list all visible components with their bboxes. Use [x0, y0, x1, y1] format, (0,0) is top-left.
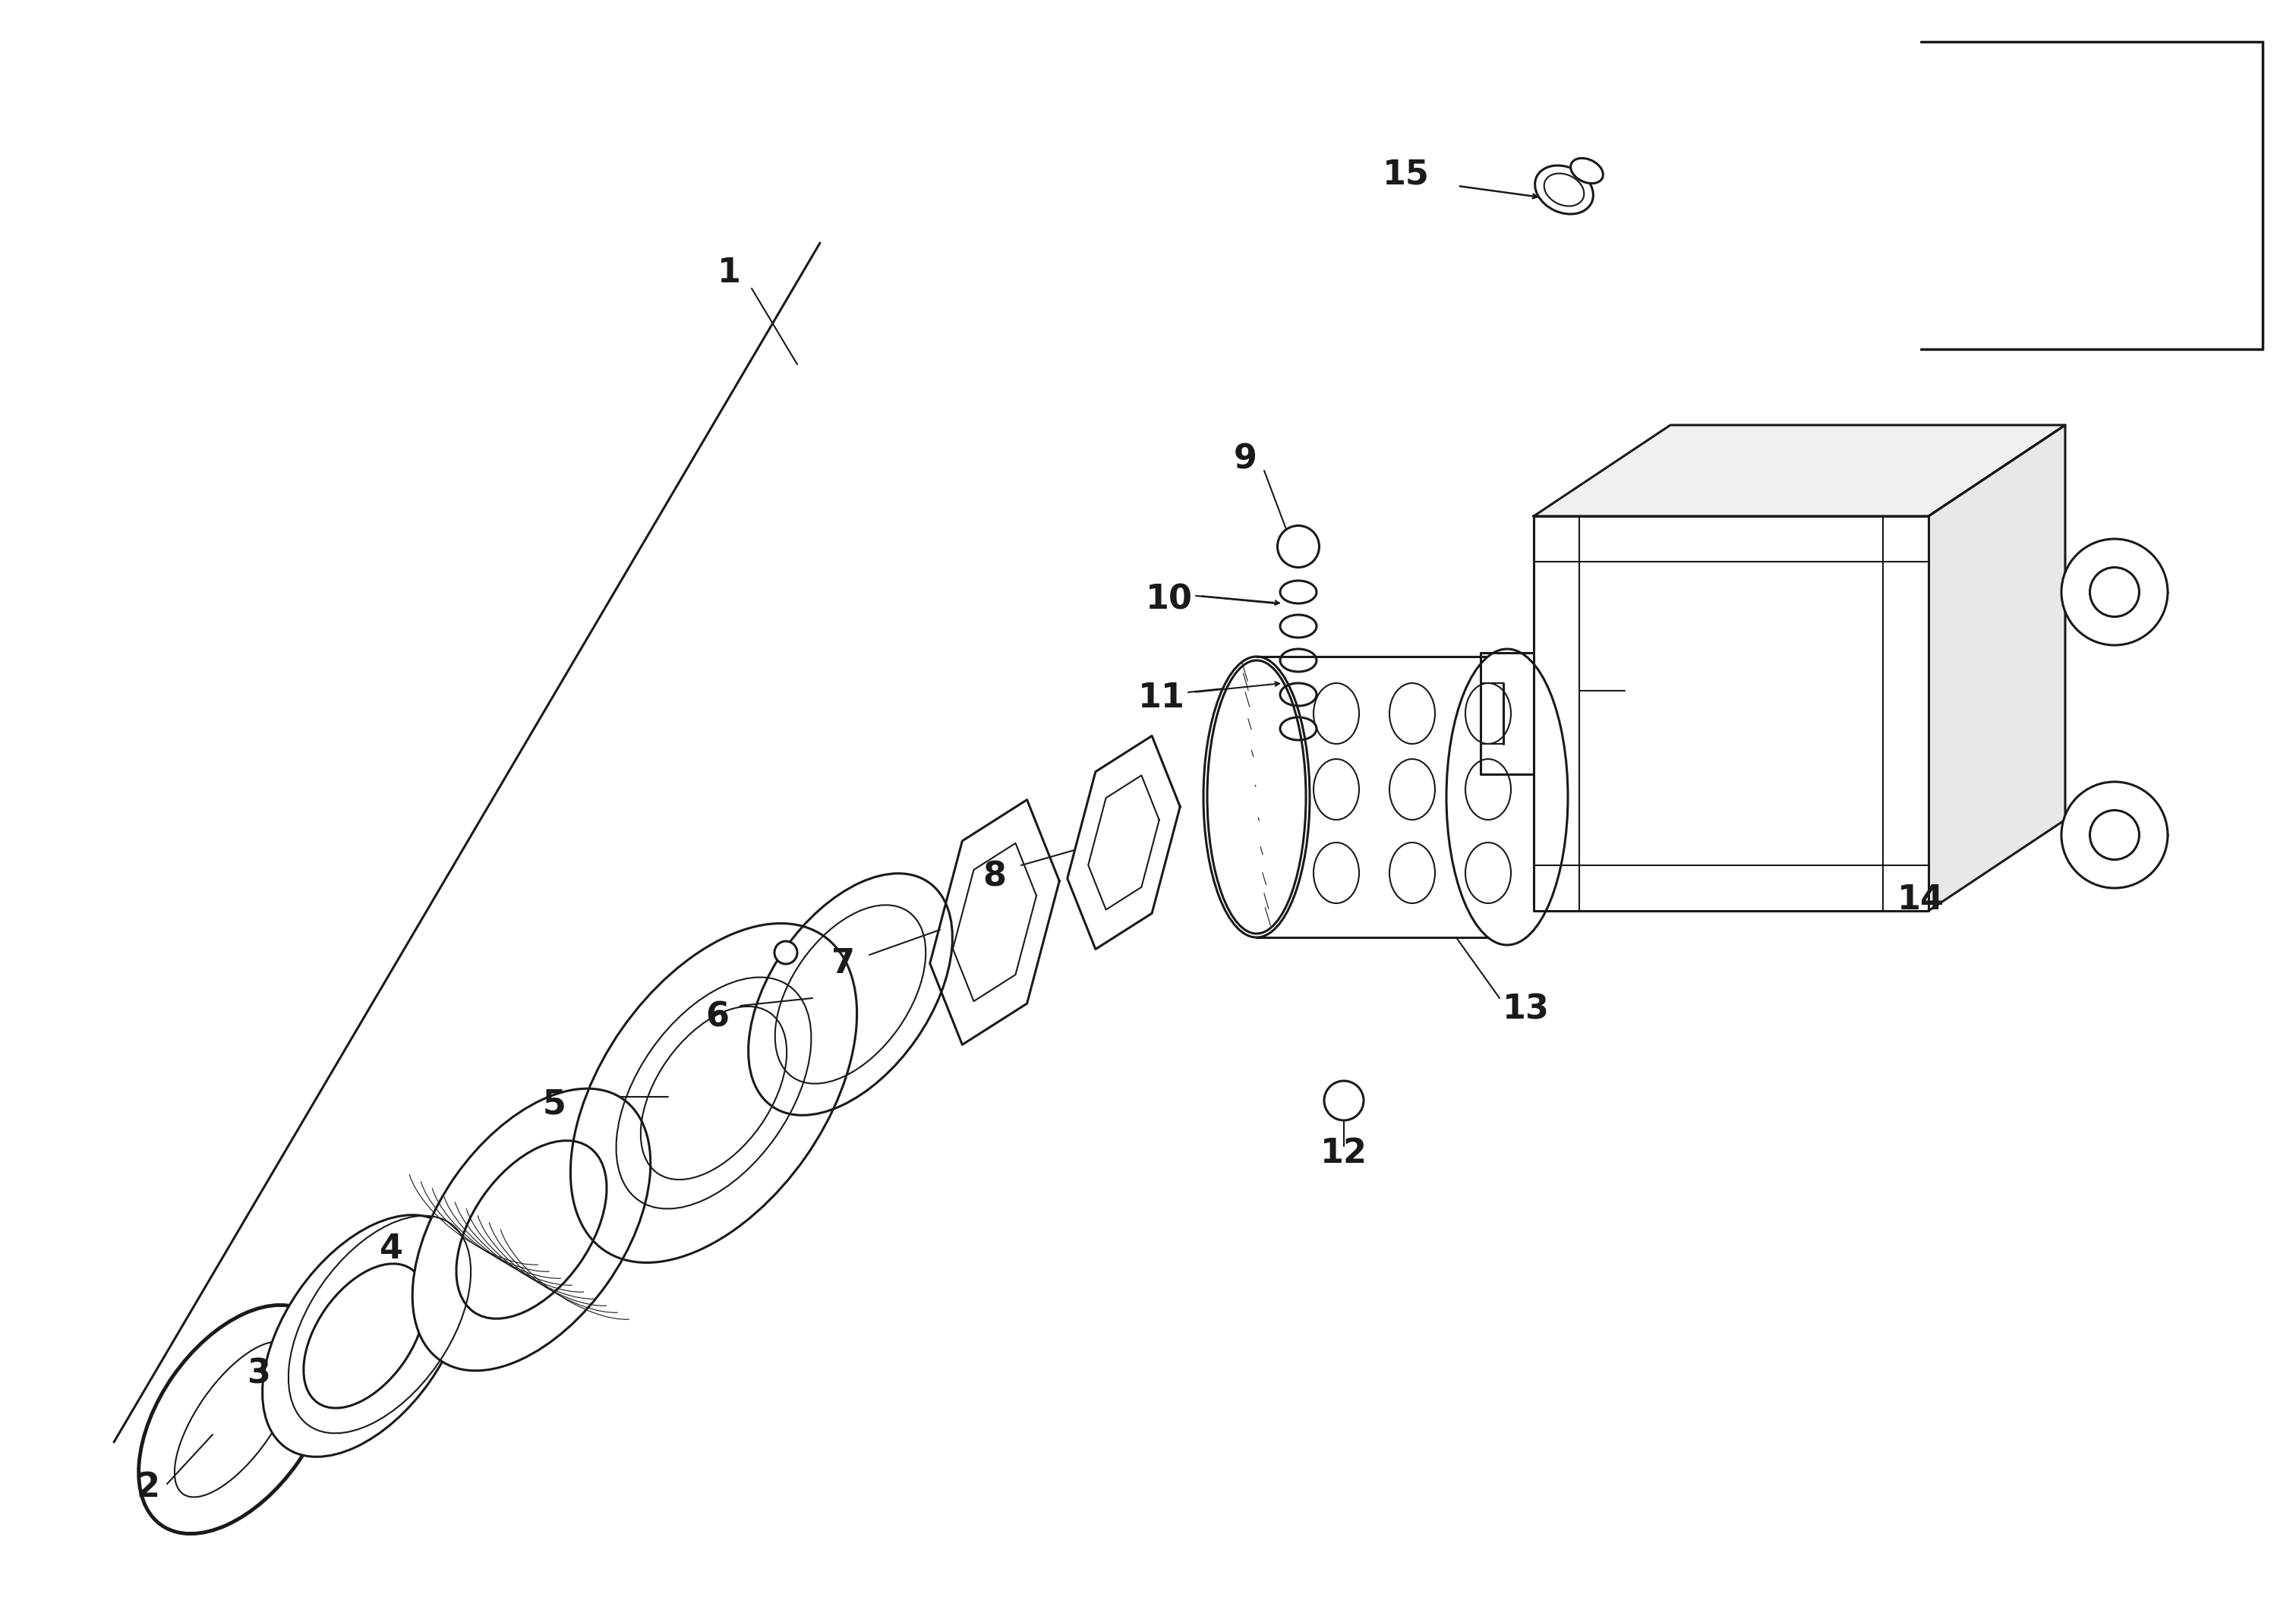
Text: 13: 13 [1502, 993, 1550, 1025]
Ellipse shape [1313, 759, 1359, 819]
Ellipse shape [1389, 684, 1435, 744]
Ellipse shape [2089, 567, 2140, 616]
Ellipse shape [1389, 843, 1435, 904]
Polygon shape [1534, 425, 2064, 516]
Polygon shape [1534, 516, 1929, 910]
Ellipse shape [1536, 166, 1593, 214]
Text: 8: 8 [983, 861, 1006, 893]
Polygon shape [1068, 736, 1180, 949]
Ellipse shape [262, 1215, 466, 1456]
Ellipse shape [1570, 158, 1603, 184]
Polygon shape [1929, 425, 2064, 910]
Ellipse shape [1446, 648, 1568, 945]
Ellipse shape [303, 1263, 425, 1409]
Ellipse shape [1203, 656, 1309, 937]
Ellipse shape [1465, 759, 1511, 819]
Ellipse shape [457, 1140, 606, 1319]
Ellipse shape [2062, 538, 2167, 645]
Ellipse shape [1313, 684, 1359, 744]
Ellipse shape [2062, 783, 2167, 888]
Ellipse shape [2089, 810, 2140, 859]
Text: 1: 1 [716, 257, 742, 289]
Ellipse shape [1208, 660, 1306, 934]
Text: 3: 3 [246, 1357, 271, 1389]
Ellipse shape [1545, 174, 1584, 206]
Text: 11: 11 [1139, 682, 1185, 714]
Polygon shape [930, 800, 1058, 1044]
FancyBboxPatch shape [1256, 656, 1506, 937]
Text: 14: 14 [1896, 883, 1945, 915]
Text: 6: 6 [705, 1001, 730, 1033]
Ellipse shape [1325, 1081, 1364, 1121]
Text: 15: 15 [1382, 158, 1430, 192]
Ellipse shape [1465, 684, 1511, 744]
Text: 12: 12 [1320, 1137, 1368, 1171]
Text: 4: 4 [379, 1233, 402, 1265]
Ellipse shape [1277, 525, 1320, 567]
Text: 10: 10 [1146, 583, 1194, 616]
Text: 7: 7 [831, 947, 854, 981]
Ellipse shape [1465, 843, 1511, 904]
Ellipse shape [774, 941, 797, 965]
Ellipse shape [1313, 843, 1359, 904]
Text: 5: 5 [542, 1088, 567, 1121]
Ellipse shape [1389, 759, 1435, 819]
Text: 9: 9 [1233, 442, 1256, 476]
Text: 2: 2 [135, 1471, 161, 1504]
Ellipse shape [413, 1089, 650, 1370]
